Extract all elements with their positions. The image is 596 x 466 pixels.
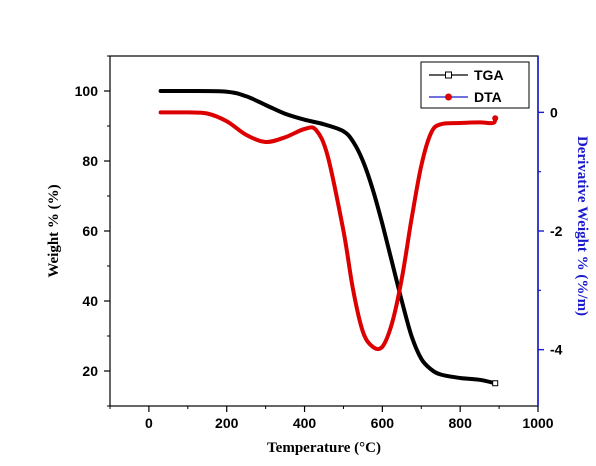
- y-left-tick-label: 100: [75, 83, 99, 99]
- series-line-dta: [158, 110, 498, 352]
- legend-label: TGA: [474, 67, 504, 83]
- x-tick-label: 1000: [522, 415, 553, 431]
- series-end-marker: [492, 115, 499, 122]
- legend-label: DTA: [474, 89, 502, 105]
- legend-marker: [445, 93, 452, 101]
- legend-marker: [445, 71, 452, 79]
- y-right-tick-label: 0: [550, 104, 558, 120]
- x-tick-label: 600: [371, 415, 395, 431]
- y-right-tick-label: -4: [550, 342, 563, 358]
- series-layer: [158, 88, 499, 387]
- x-tick-label: 200: [215, 415, 239, 431]
- y-left-tick-label: 20: [82, 363, 98, 379]
- series-line-tga: [158, 88, 498, 386]
- legend-box: [420, 61, 530, 109]
- y-left-tick-label: 80: [82, 153, 98, 169]
- y-left-tick-label: 60: [82, 223, 98, 239]
- legend: TGA DTA: [420, 61, 530, 109]
- y-right-tick-label: -2: [550, 223, 563, 239]
- x-tick-label: 0: [145, 415, 153, 431]
- y-left-axis-title: Weight % (%): [46, 184, 62, 277]
- x-tick-label: 800: [449, 415, 473, 431]
- x-axis-title: Temperature (°C): [267, 440, 381, 456]
- x-axis-ticks: 0 200 400 600 800 1000: [109, 406, 554, 431]
- series-end-marker: [492, 380, 499, 387]
- x-tick-label: 400: [293, 415, 317, 431]
- y-left-tick-label: 40: [82, 293, 98, 309]
- y-left-axis-ticks: 20 40 60 80 100: [75, 55, 110, 407]
- y-right-axis-title: Derivative Weight % (%/m): [574, 136, 590, 316]
- y-right-axis-ticks: 0 -2 -4: [538, 104, 563, 358]
